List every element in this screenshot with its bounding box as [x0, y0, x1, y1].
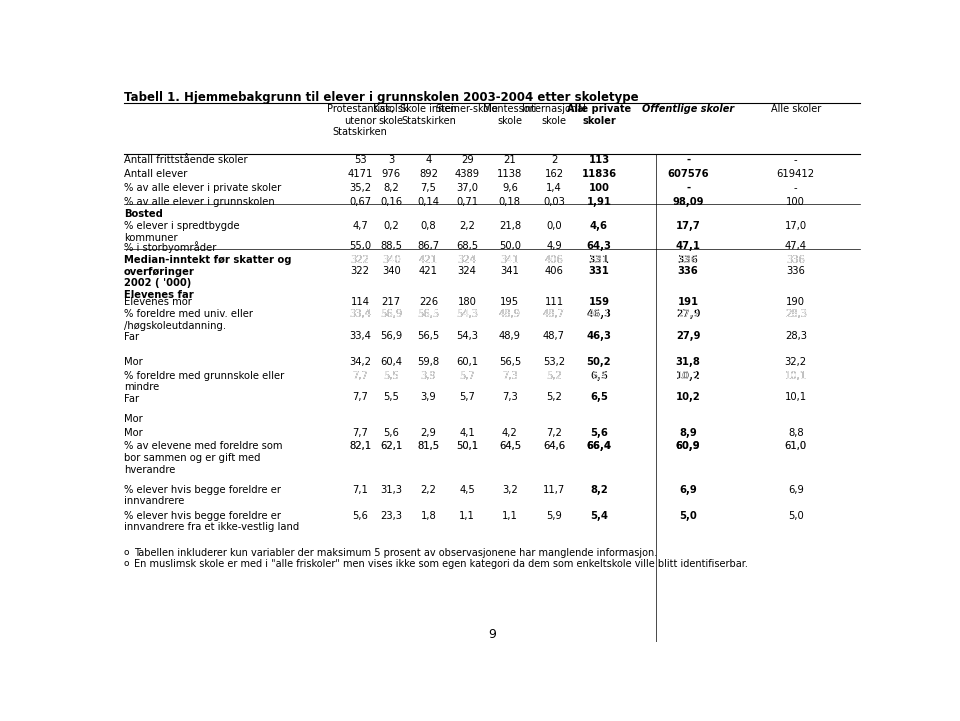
Text: 1,4: 1,4	[546, 182, 562, 193]
Text: 4,5: 4,5	[459, 485, 475, 495]
Text: 190: 190	[786, 297, 805, 306]
Text: 31,8: 31,8	[676, 357, 701, 367]
Text: 7,7: 7,7	[352, 392, 369, 402]
Text: 64,6: 64,6	[543, 441, 565, 451]
Text: 191: 191	[678, 297, 699, 306]
Text: o: o	[124, 548, 130, 557]
Text: 59,8: 59,8	[418, 357, 440, 367]
Text: 68,5: 68,5	[456, 242, 478, 252]
Text: 892: 892	[419, 169, 438, 179]
Text: 60,9: 60,9	[676, 441, 701, 451]
Text: 53: 53	[354, 155, 367, 165]
Text: 60,4: 60,4	[380, 357, 402, 367]
Text: Offentlige skoler: Offentlige skoler	[642, 105, 734, 114]
Text: 4171: 4171	[348, 169, 372, 179]
Text: 56,9: 56,9	[380, 331, 402, 340]
Text: 336: 336	[786, 255, 805, 265]
Text: 324: 324	[458, 255, 476, 265]
Text: 1138: 1138	[497, 169, 522, 179]
Text: 81,5: 81,5	[418, 441, 440, 451]
Text: Median-inntekt før skatter og
overføringer
2002 ( '000)
Elevenes far: Median-inntekt før skatter og overføring…	[124, 255, 292, 300]
Text: % foreldre med grunnskole eller
mindre
Far: % foreldre med grunnskole eller mindre F…	[124, 371, 284, 404]
Text: Montessori
skole: Montessori skole	[483, 105, 537, 126]
Text: 35,2: 35,2	[349, 182, 372, 193]
Text: 8,9: 8,9	[680, 428, 697, 438]
Text: -: -	[794, 155, 798, 165]
Text: 324: 324	[458, 266, 476, 276]
Text: 6,9: 6,9	[788, 485, 804, 495]
Text: Katolsk
skole: Katolsk skole	[373, 105, 409, 126]
Text: Mor: Mor	[124, 428, 143, 438]
Text: 81,5: 81,5	[418, 441, 440, 451]
Text: 10,1: 10,1	[784, 392, 806, 402]
Text: 46,3: 46,3	[587, 331, 612, 340]
Text: % elever hvis begge foreldre er
innvandrere: % elever hvis begge foreldre er innvandr…	[124, 485, 281, 506]
Text: 7,1: 7,1	[352, 485, 369, 495]
Text: 10,2: 10,2	[677, 371, 699, 381]
Text: 2,2: 2,2	[459, 221, 475, 231]
Text: 5,5: 5,5	[383, 371, 399, 381]
Text: 50,1: 50,1	[456, 441, 478, 451]
Text: 421: 421	[419, 255, 438, 265]
Text: 50,1: 50,1	[456, 441, 478, 451]
Text: 4389: 4389	[455, 169, 480, 179]
Text: 27,9: 27,9	[676, 331, 701, 340]
Text: Elevenes mor: Elevenes mor	[124, 297, 192, 306]
Text: 4,2: 4,2	[502, 428, 517, 438]
Text: 162: 162	[544, 169, 564, 179]
Text: 0,03: 0,03	[543, 197, 564, 207]
Text: 5,5: 5,5	[383, 371, 399, 381]
Text: 324: 324	[458, 255, 476, 265]
Text: 100: 100	[786, 197, 805, 207]
Text: Tabellen inkluderer kun variabler der maksimum 5 prosent av observasjonene har m: Tabellen inkluderer kun variabler der ma…	[134, 548, 658, 558]
Text: 6,5: 6,5	[591, 371, 607, 381]
Text: 7,7: 7,7	[352, 371, 369, 381]
Text: 0,2: 0,2	[383, 221, 399, 231]
Text: 86,7: 86,7	[418, 242, 440, 252]
Text: % elever hvis begge foreldre er
innvandrere fra et ikke-vestlig land: % elever hvis begge foreldre er innvandr…	[124, 510, 300, 532]
Text: 0,14: 0,14	[418, 197, 440, 207]
Text: 340: 340	[382, 255, 400, 265]
Text: 17,7: 17,7	[676, 221, 701, 231]
Text: 5,4: 5,4	[590, 510, 608, 521]
Text: Tabell 1. Hjemmebakgrunn til elever i grunnskolen 2003-2004 etter skoletype: Tabell 1. Hjemmebakgrunn til elever i gr…	[124, 91, 638, 104]
Text: 8,2: 8,2	[590, 485, 608, 495]
Text: 7,7: 7,7	[352, 371, 369, 381]
Text: 37,0: 37,0	[456, 182, 478, 193]
Text: 33,4: 33,4	[349, 331, 372, 340]
Text: 619412: 619412	[777, 169, 815, 179]
Text: 226: 226	[419, 297, 438, 306]
Text: 56,5: 56,5	[498, 357, 521, 367]
Text: 976: 976	[382, 169, 401, 179]
Text: 47,4: 47,4	[785, 242, 806, 252]
Text: 81,5: 81,5	[418, 441, 440, 451]
Text: 48,9: 48,9	[499, 309, 521, 319]
Text: 64,5: 64,5	[499, 441, 521, 451]
Text: 341: 341	[500, 255, 519, 265]
Text: 341: 341	[500, 266, 519, 276]
Text: 50,0: 50,0	[499, 242, 521, 252]
Text: Antall elever: Antall elever	[124, 169, 187, 179]
Text: 46,3: 46,3	[588, 309, 610, 319]
Text: 5,5: 5,5	[383, 392, 399, 402]
Text: 33,4: 33,4	[349, 309, 372, 319]
Text: Bosted: Bosted	[124, 209, 163, 219]
Text: 29: 29	[461, 155, 473, 165]
Text: Mor: Mor	[124, 357, 143, 367]
Text: 7,3: 7,3	[502, 371, 517, 381]
Text: 48,9: 48,9	[499, 309, 521, 319]
Text: 61,0: 61,0	[784, 441, 806, 451]
Text: 331: 331	[589, 255, 609, 265]
Text: En muslimsk skole er med i "alle friskoler" men vises ikke som egen kategori da : En muslimsk skole er med i "alle friskol…	[134, 559, 748, 569]
Text: 53,2: 53,2	[543, 357, 565, 367]
Text: 0,8: 0,8	[420, 221, 436, 231]
Text: 5,2: 5,2	[546, 371, 562, 381]
Text: 1,8: 1,8	[420, 510, 437, 521]
Text: 0,18: 0,18	[499, 197, 521, 207]
Text: 10,2: 10,2	[676, 371, 701, 381]
Text: 64,5: 64,5	[499, 441, 521, 451]
Text: 4,7: 4,7	[352, 221, 368, 231]
Text: 4: 4	[425, 155, 432, 165]
Text: 48,7: 48,7	[543, 331, 565, 340]
Text: 336: 336	[679, 255, 698, 265]
